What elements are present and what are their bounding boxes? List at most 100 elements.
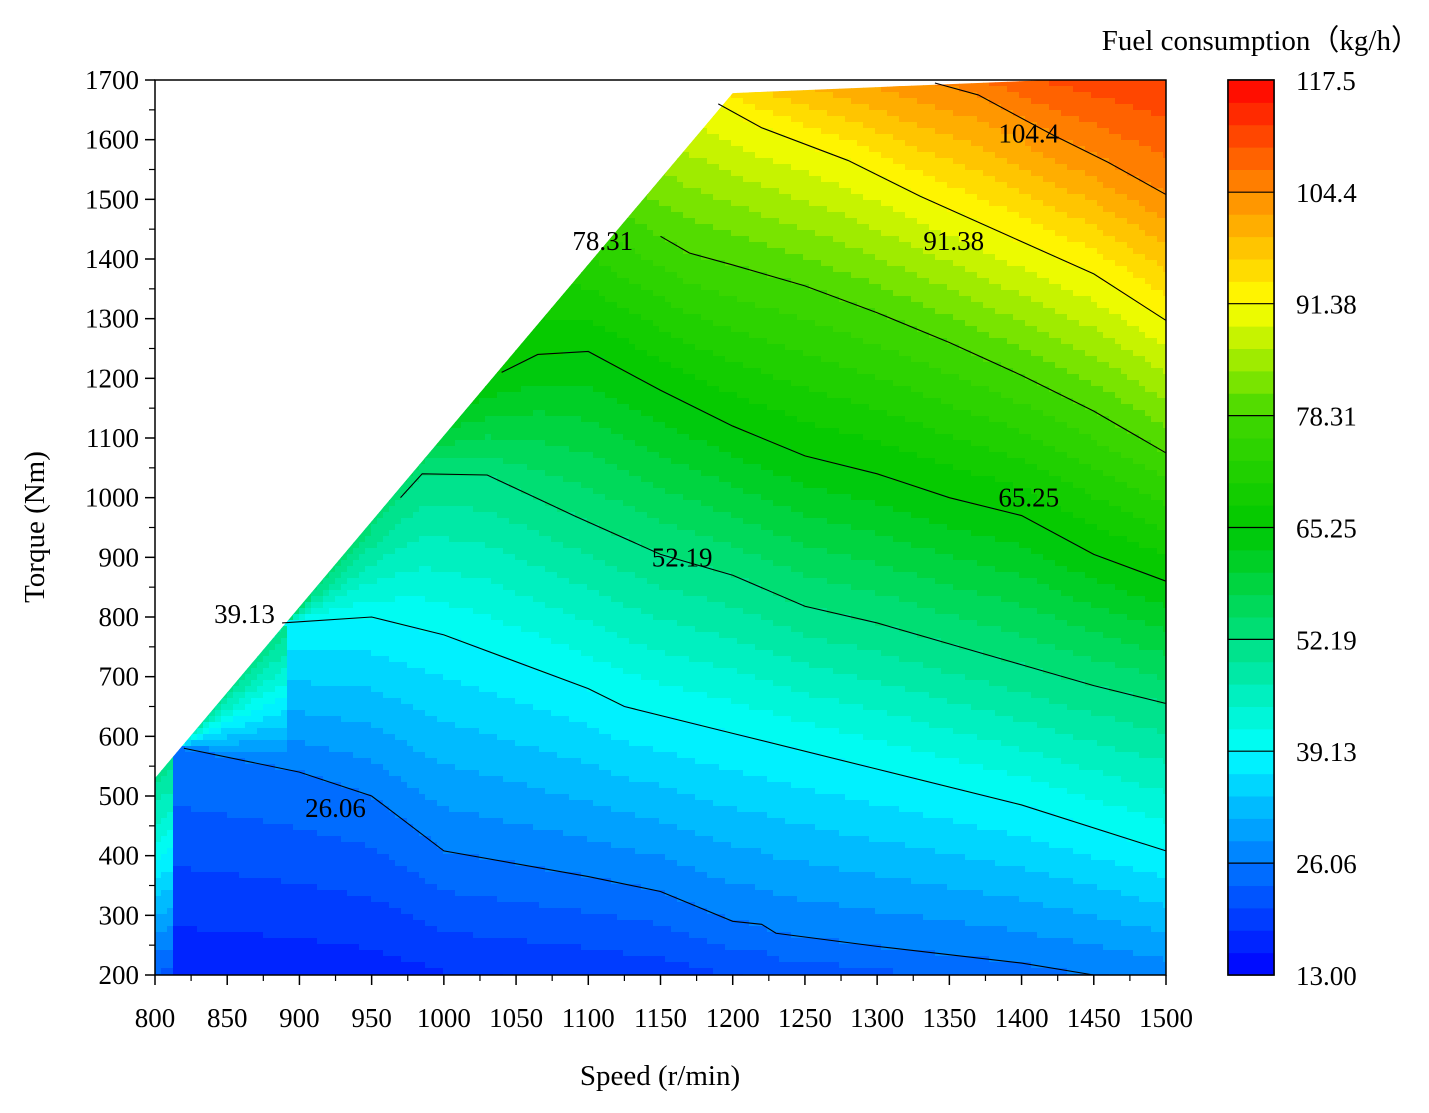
contour-cell (287, 716, 294, 723)
contour-cell (233, 728, 240, 735)
contour-cell (239, 908, 246, 915)
contour-cell (191, 896, 198, 903)
contour-cell (245, 932, 252, 939)
contour-cell (347, 890, 354, 897)
contour-cell (239, 848, 246, 855)
contour-cell (299, 764, 306, 771)
contour-cell (215, 968, 222, 975)
contour-cell (203, 914, 210, 921)
contour-cell (305, 704, 312, 711)
contour-cell (299, 902, 306, 909)
contour-cell (329, 644, 336, 651)
contour-cell (251, 686, 258, 693)
contour-cell (227, 824, 234, 831)
contour-cell (293, 758, 300, 765)
contour-cell (263, 800, 270, 807)
contour-cell (341, 800, 348, 807)
contour-cell (311, 872, 318, 879)
contour-cell (185, 794, 192, 801)
contour-cell (317, 878, 324, 885)
contour-cell (257, 938, 264, 945)
contour-cell (329, 896, 336, 903)
contour-cell (191, 818, 198, 825)
contour-cell (299, 938, 306, 945)
contour-cell (233, 746, 240, 753)
contour-cell (167, 896, 174, 903)
contour-cell (329, 872, 336, 879)
contour-cell (269, 692, 276, 699)
contour-cell (245, 692, 252, 699)
contour-cell (245, 860, 252, 867)
contour-cell (299, 920, 306, 927)
contour-cell (269, 710, 276, 717)
contour-cell (275, 884, 282, 891)
contour-cell (341, 818, 348, 825)
contour-cell (341, 866, 348, 873)
contour-cell (263, 692, 270, 699)
contour-cell (323, 638, 330, 645)
contour-cell (245, 956, 252, 963)
contour-cell (275, 728, 282, 735)
contour-cell (167, 956, 174, 963)
contour-cell (173, 848, 180, 855)
contour-cell (341, 962, 348, 969)
contour-cell (251, 812, 258, 819)
contour-cell (323, 860, 330, 867)
contour-cell (281, 908, 288, 915)
contour-cell (287, 932, 294, 939)
contour-cell (323, 728, 330, 735)
contour-cell (275, 932, 282, 939)
contour-cell (257, 662, 264, 669)
contour-cell (323, 872, 330, 879)
contour-cell (281, 926, 288, 933)
contour-cell (257, 854, 264, 861)
contour-cell (317, 896, 324, 903)
contour-cell (215, 776, 222, 783)
contour-cell (323, 752, 330, 759)
contour-cell (227, 914, 234, 921)
contour-cell (257, 698, 264, 705)
contour-cell (347, 716, 354, 723)
contour-cell (305, 620, 312, 627)
contour-cell (329, 764, 336, 771)
contour-cell (221, 734, 228, 741)
contour-cell (317, 950, 324, 957)
contour-cell (215, 938, 222, 945)
contour-cell (233, 698, 240, 705)
contour-cell (251, 710, 258, 717)
contour-cell (335, 674, 342, 681)
contour-cell (329, 848, 336, 855)
contour-cell (329, 926, 336, 933)
contour-cell (209, 896, 216, 903)
contour-cell (323, 896, 330, 903)
contour-cell (323, 644, 330, 651)
contour-cell (257, 806, 264, 813)
contour-cell (245, 776, 252, 783)
contour-cell (323, 788, 330, 795)
contour-cell (263, 764, 270, 771)
contour-cell (197, 728, 204, 735)
contour-cell (227, 890, 234, 897)
contour-cell (203, 872, 210, 879)
contour-cell (275, 698, 282, 705)
contour-cell (263, 740, 270, 747)
contour-cell (347, 674, 354, 681)
contour-cell (191, 962, 198, 969)
contour-cell (305, 782, 312, 789)
contour-cell (173, 914, 180, 921)
contour-cell (335, 704, 342, 711)
contour-cell (305, 680, 312, 687)
contour-cell (317, 884, 324, 891)
contour-cell (323, 602, 330, 609)
contour-cell (245, 914, 252, 921)
contour-cell (215, 722, 222, 729)
contour-cell (251, 770, 258, 777)
contour-cell (269, 932, 276, 939)
contour-cell (167, 968, 174, 975)
contour-cell (239, 764, 246, 771)
contour-cell (221, 920, 228, 927)
contour-cell (245, 944, 252, 951)
contour-cell (263, 728, 270, 735)
contour-cell (323, 692, 330, 699)
contour-cell (269, 770, 276, 777)
